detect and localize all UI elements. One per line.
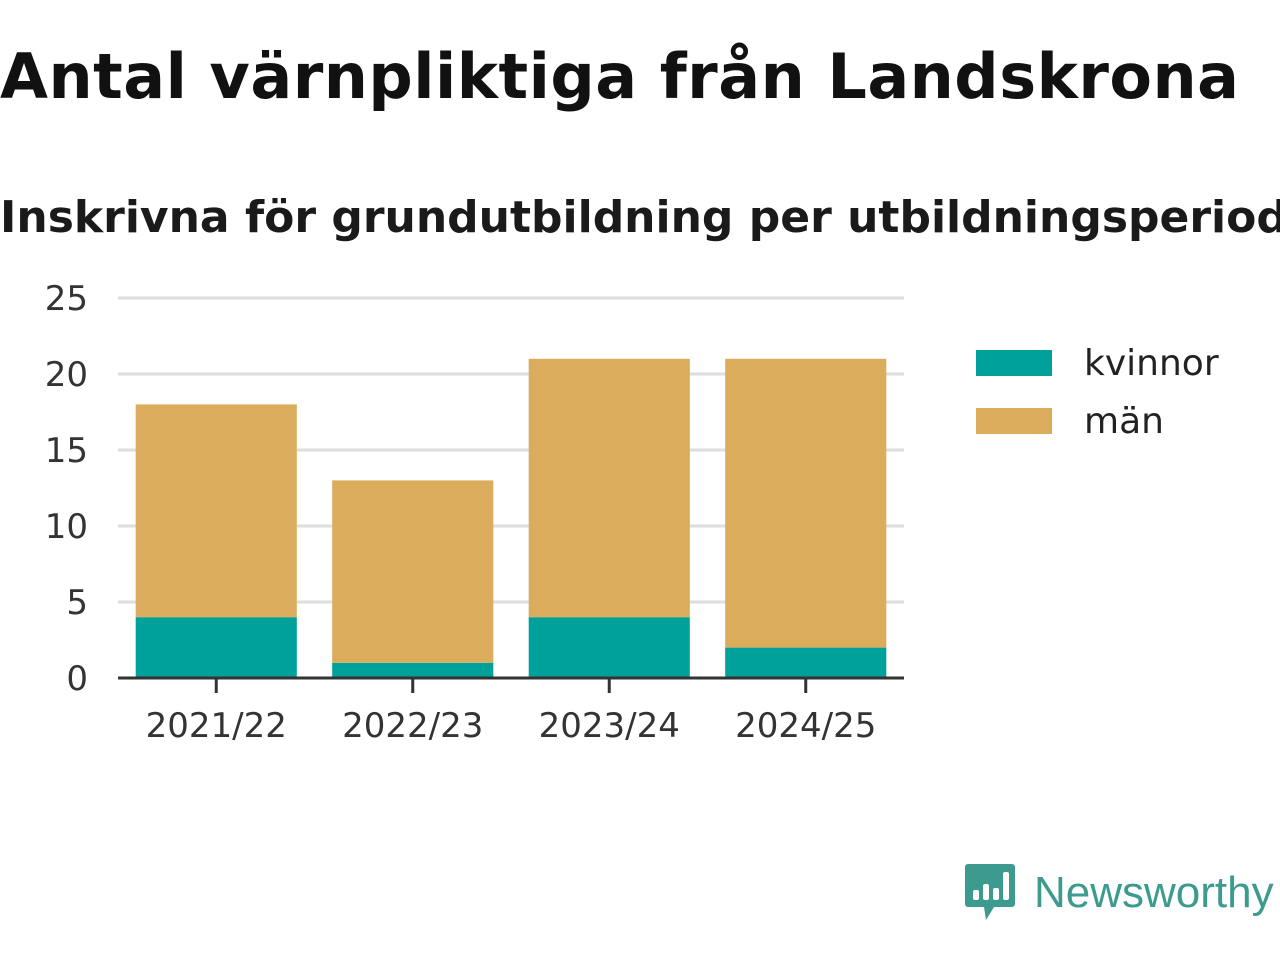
bar-segment-man (725, 358, 887, 648)
y-tick-label: 0 (66, 659, 88, 699)
bar-segment-man (135, 404, 297, 618)
bar-segment-kvinnor (332, 662, 494, 678)
bar-segment-kvinnor (135, 617, 297, 678)
y-tick-label: 15 (45, 431, 88, 471)
legend-label-man: män (1084, 400, 1164, 442)
axes: 0 5 10 15 20 25 2021/22 2022/23 2023/24 2024/25 (45, 279, 904, 746)
y-tick-label: 25 (45, 279, 88, 319)
bar-segment-kvinnor (528, 617, 690, 678)
chart-title: Antal värnpliktiga från Landskrona (0, 40, 1240, 113)
brand-name: Newsworthy (1034, 868, 1274, 917)
legend-item-kvinnor: kvinnor (976, 334, 1219, 392)
x-tick-label: 2021/22 (146, 706, 287, 746)
legend-swatch-kvinnor (976, 350, 1052, 376)
bar-segment-kvinnor (725, 647, 887, 678)
y-tick-label: 20 (45, 355, 88, 395)
legend-swatch-man (976, 408, 1052, 434)
bar-segment-man (528, 358, 690, 618)
brand: Newsworthy (964, 862, 1274, 924)
legend-item-man: män (976, 392, 1219, 450)
chart-subtitle: Inskrivna för grundutbildning per utbild… (0, 192, 1280, 243)
bars (135, 358, 887, 678)
x-tick-label: 2022/23 (342, 706, 483, 746)
x-tick-label: 2023/24 (539, 706, 680, 746)
y-tick-label: 5 (66, 583, 88, 623)
bar-segment-man (332, 480, 494, 663)
newsworthy-logo-icon (965, 864, 1015, 920)
legend-label-kvinnor: kvinnor (1084, 342, 1219, 384)
legend: kvinnor män (976, 334, 1219, 450)
y-tick-label: 10 (45, 507, 88, 547)
x-tick-label: 2024/25 (735, 706, 876, 746)
